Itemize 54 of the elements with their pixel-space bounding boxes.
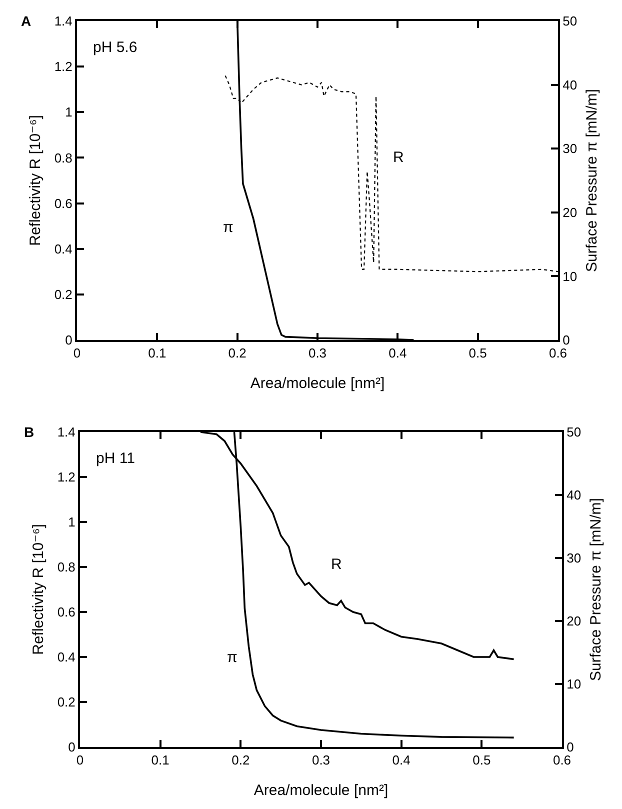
y2-axis-title: Surface Pressure π [mN/m] [588,498,605,681]
y-tick-label: 1 [65,104,72,120]
y-tick-label: 0.2 [57,694,76,710]
x-tick-label: 0.2 [232,752,250,768]
text: A [21,13,32,29]
y-axis-title: Reflectivity R [10⁻⁶] [27,115,44,246]
y-tick-label: 0.4 [57,650,76,665]
y-tick-label: 0 [68,740,76,755]
y-tick-label: 0.8 [57,560,76,575]
x-axis-title: Area/molecule [nm²] [250,375,385,392]
x-tick-label: 0.6 [552,752,572,768]
y2-tick-label: 30 [562,141,578,156]
y2-tick-label: 0 [562,332,570,348]
annotation: pH 11 [96,450,135,467]
y-tick-label: 1.4 [57,424,76,440]
text: B [24,424,34,440]
x-tick-label: 0.1 [148,346,166,361]
x-tick-label: 0.2 [228,346,246,361]
y-tick-label: 0.4 [54,241,72,256]
x-tick-label: 0.1 [151,752,170,768]
y-tick-label: 1 [68,514,76,530]
y-axis-title: Reflectivity R [10⁻⁶] [30,524,48,655]
y2-tick-label: 10 [566,676,582,692]
y2-tick-label: 0 [566,740,574,755]
y-tick-label: 0.2 [54,286,72,302]
y2-tick-label: 50 [566,424,582,440]
series-label: R [393,149,404,166]
y-tick-label: 1.2 [54,59,72,74]
y-tick-label: 1.4 [54,14,72,29]
y-tick-label: 0.8 [54,150,72,166]
y-tick-label: 1.2 [57,470,76,485]
y2-tick-label: 20 [566,614,582,629]
y2-tick-label: 20 [562,204,578,220]
y-tick-label: 0 [65,332,72,348]
y2-tick-label: 50 [562,14,578,29]
series-label: R [331,556,342,573]
series-label: π [227,649,238,666]
y2-tick-label: 10 [562,268,578,284]
x-tick-label: 0.5 [472,752,491,768]
x-tick-label: 0.4 [392,752,410,768]
series-label: π [223,219,234,236]
x-tick-label: 0.5 [468,346,487,361]
y2-tick-label: 40 [562,77,578,92]
x-tick-label: 0.3 [308,346,327,361]
x-axis-title: Area/molecule [nm²] [254,782,388,800]
x-tick-label: 0.4 [388,346,407,361]
annotation: pH 5.6 [93,39,138,56]
y2-tick-label: 40 [566,488,582,503]
y2-axis-title: Surface Pressure π [mN/m] [584,89,601,272]
y-tick-label: 0.6 [57,604,76,620]
y-tick-label: 0.6 [54,196,72,211]
y2-tick-label: 30 [566,550,582,566]
x-tick-label: 0.3 [312,752,330,768]
x-tick-label: 0.6 [548,346,568,361]
